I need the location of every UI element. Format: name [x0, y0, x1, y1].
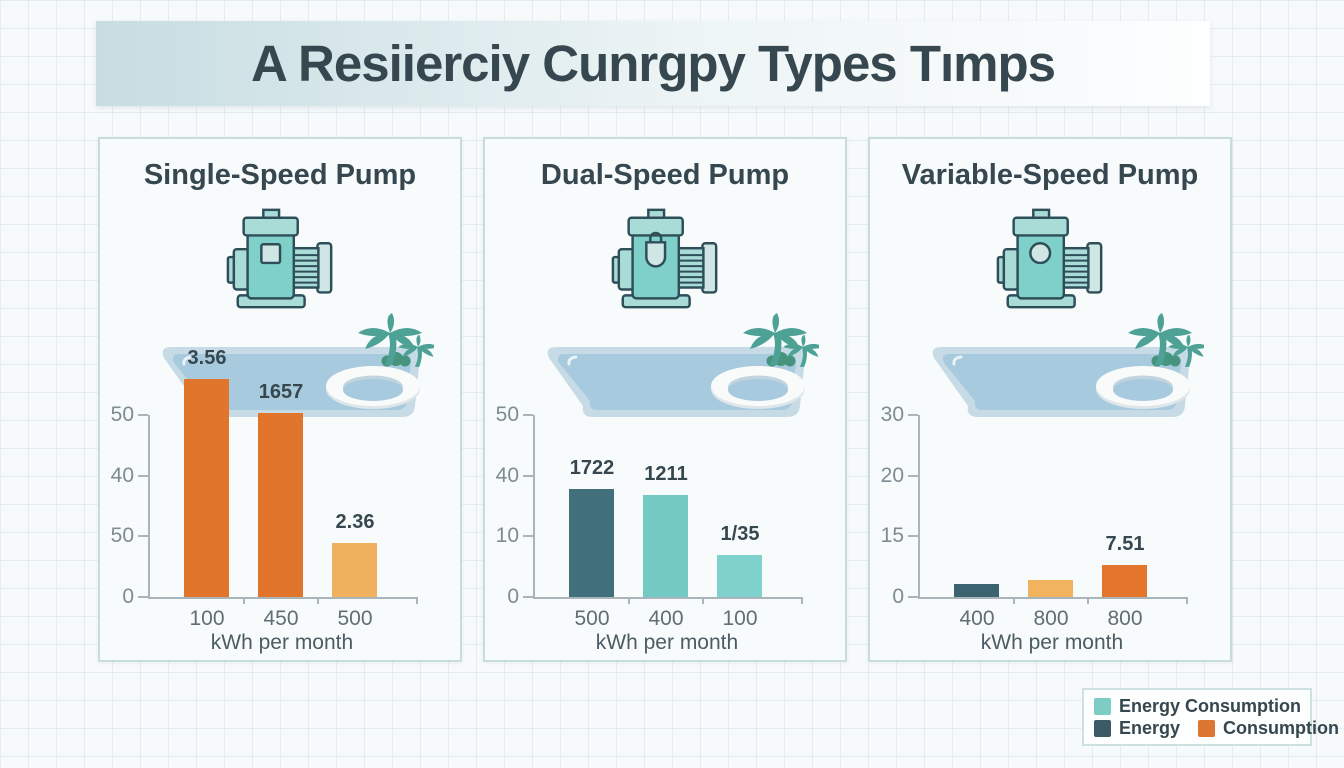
legend-swatch-consumption-icon — [1198, 719, 1216, 737]
x-tick-mark — [1087, 597, 1089, 604]
y-tick-label: 50 — [110, 524, 134, 547]
bar — [569, 489, 614, 597]
pool-pump-icon — [222, 201, 342, 319]
y-tick-label: 50 — [495, 403, 519, 426]
y-axis — [533, 415, 535, 597]
bar-chart: 30 20 15 0 400 800 7.51 800 — [870, 139, 1230, 660]
x-tick-mark — [1013, 597, 1015, 604]
x-axis — [148, 597, 418, 599]
y-tick-mark — [908, 414, 918, 416]
legend-row-1: Energy Consumption — [1094, 695, 1302, 717]
y-tick-label: 40 — [495, 464, 519, 487]
x-axis-label: kWh per month — [210, 631, 354, 654]
y-tick-label: 50 — [110, 403, 134, 426]
bar-value-label: 2.36 — [335, 511, 375, 533]
panels-row: Single-Speed Pump — [98, 137, 1232, 662]
bar — [717, 555, 762, 597]
x-tick-label: 400 — [648, 607, 684, 630]
x-tick-label: 450 — [263, 607, 299, 630]
x-tick-label: 100 — [189, 607, 225, 630]
x-tick-mark — [801, 597, 803, 604]
x-tick-label: 500 — [574, 607, 610, 630]
bar — [258, 413, 303, 597]
x-tick-label: 500 — [337, 607, 373, 630]
panel-dual-speed: Dual-Speed Pump — [483, 137, 847, 662]
y-tick-mark — [523, 414, 533, 416]
x-tick-mark — [317, 597, 319, 604]
swimming-pool-illustration — [529, 311, 823, 426]
pool-pump-icon — [992, 201, 1112, 319]
panel-variable-speed: Variable-Speed Pump — [868, 137, 1232, 662]
x-tick-label: 800 — [1107, 607, 1143, 630]
y-tick-mark — [908, 596, 918, 598]
y-tick-mark — [523, 475, 533, 477]
x-axis — [533, 597, 803, 599]
pool-pump-icon — [607, 201, 727, 319]
bar-value-label: 1657 — [258, 381, 304, 403]
y-tick-label: 15 — [880, 524, 904, 547]
y-tick-label: 30 — [880, 403, 904, 426]
bar — [1028, 580, 1073, 597]
y-tick-mark — [138, 596, 148, 598]
panel-title: Dual-Speed Pump — [540, 159, 790, 191]
bar-value-label: 3.56 — [187, 347, 227, 369]
panel-title: Variable-Speed Pump — [901, 159, 1199, 191]
x-tick-label: 800 — [1033, 607, 1069, 630]
bar — [643, 495, 688, 597]
bar-value-label: 1211 — [644, 463, 688, 485]
legend-swatch-energy-consumption-icon — [1094, 697, 1111, 715]
x-axis — [918, 597, 1188, 599]
y-tick-label: 0 — [122, 585, 134, 608]
swimming-pool-illustration — [914, 311, 1208, 426]
bar — [954, 584, 999, 597]
y-tick-label: 10 — [495, 524, 519, 547]
x-tick-mark — [243, 597, 245, 604]
x-tick-mark — [416, 597, 418, 604]
y-tick-label: 0 — [507, 585, 519, 608]
legend: Energy Consumption Energy Consumption — [1082, 688, 1339, 746]
bar-value-label: 7.51 — [1105, 533, 1145, 555]
x-tick-mark — [1186, 597, 1188, 604]
panel-title: Single-Speed Pump — [143, 159, 417, 191]
x-axis-label: kWh per month — [980, 631, 1124, 654]
bar-value-label: 1722 — [569, 457, 615, 479]
y-tick-mark — [138, 535, 148, 537]
legend-label-energy-consumption: Energy Consumption — [1119, 695, 1302, 716]
y-tick-mark — [138, 414, 148, 416]
legend-label-consumption: Consumption — [1223, 717, 1340, 738]
bar-chart: 50 40 50 0 3.56 100 1657 450 2.36 500 — [100, 139, 460, 660]
title-banner: A Resiierciy Cunrgpy Types Tımps — [96, 21, 1210, 106]
x-axis-label: kWh per month — [595, 631, 739, 654]
y-tick-label: 40 — [110, 464, 134, 487]
legend-swatch-energy-icon — [1094, 719, 1111, 737]
x-tick-label: 100 — [722, 607, 758, 630]
y-tick-mark — [908, 475, 918, 477]
y-tick-label: 0 — [892, 585, 904, 608]
y-tick-mark — [523, 535, 533, 537]
y-tick-mark — [523, 596, 533, 598]
y-axis — [918, 415, 920, 597]
y-tick-label: 20 — [880, 464, 904, 487]
x-tick-label: 400 — [959, 607, 995, 630]
page-title: A Resiierciy Cunrgpy Types Tımps — [250, 35, 1056, 92]
legend-label-energy: Energy — [1119, 717, 1181, 738]
x-tick-mark — [702, 597, 704, 604]
bar-value-label: 1/35 — [720, 523, 760, 545]
x-tick-mark — [628, 597, 630, 604]
bar — [184, 379, 229, 597]
legend-row-2: Energy Consumption — [1094, 717, 1339, 739]
bar — [332, 543, 377, 597]
bar — [1102, 565, 1147, 597]
y-tick-mark — [908, 535, 918, 537]
bar-chart: 50 40 10 0 1722 500 1211 400 1/35 100 — [485, 139, 845, 660]
y-axis — [148, 415, 150, 597]
panel-single-speed: Single-Speed Pump — [98, 137, 462, 662]
y-tick-mark — [138, 475, 148, 477]
